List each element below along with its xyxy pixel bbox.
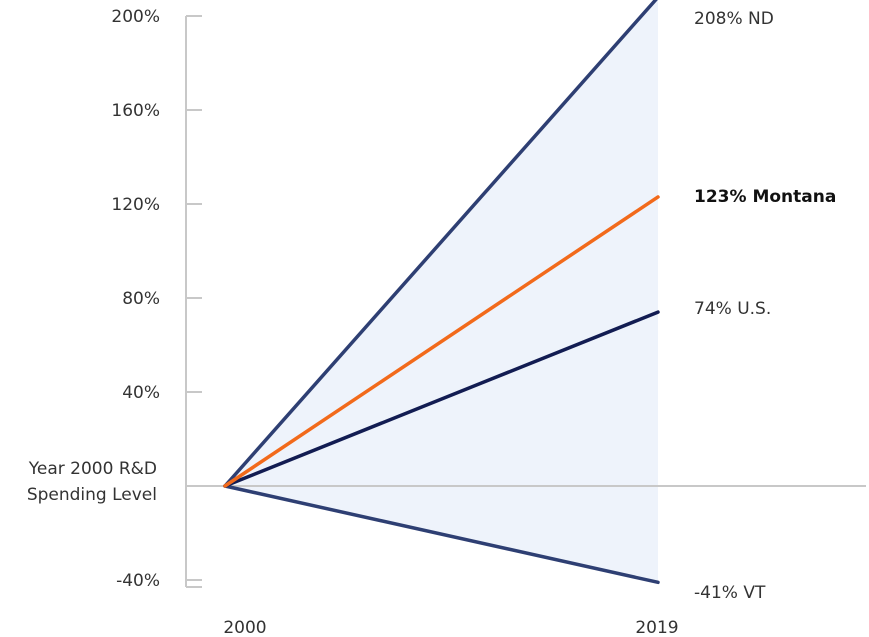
x-tick-label: 2019 <box>635 618 678 637</box>
y-tick-labels: 200% 160% 120% 80% 40% -40% <box>111 7 202 591</box>
series-line-us <box>223 310 660 488</box>
y-axis <box>185 16 866 587</box>
y-tick-label: -40% <box>116 571 160 591</box>
series-line-nd <box>223 0 658 488</box>
series-line-vt <box>223 484 660 585</box>
baseline-label-line-2: Spending Level <box>27 485 157 505</box>
baseline-label: Year 2000 R&D Spending Level <box>27 459 157 505</box>
shaded-range-layer <box>225 0 658 583</box>
series-end-label-montana: 123% Montana <box>694 187 836 207</box>
y-tick-label: 120% <box>111 195 160 215</box>
baseline-label-line-1: Year 2000 R&D <box>28 459 157 479</box>
series-lines <box>223 0 660 585</box>
series-line-montana <box>223 195 660 488</box>
y-tick-label: 160% <box>111 101 160 121</box>
series-end-label-us: 74% U.S. <box>694 299 771 319</box>
y-tick-label: 80% <box>122 289 160 309</box>
shaded-range-area <box>225 0 658 583</box>
x-tick-labels: 2000 2019 <box>223 618 678 637</box>
series-end-label-nd: 208% ND <box>694 9 774 29</box>
series-end-label-vt: -41% VT <box>694 583 766 603</box>
y-tick-label: 200% <box>111 7 160 27</box>
y-tick-label: 40% <box>122 383 160 403</box>
series-end-labels: 208% ND 123% Montana 74% U.S. -41% VT <box>694 9 836 603</box>
x-tick-label: 2000 <box>223 618 266 637</box>
